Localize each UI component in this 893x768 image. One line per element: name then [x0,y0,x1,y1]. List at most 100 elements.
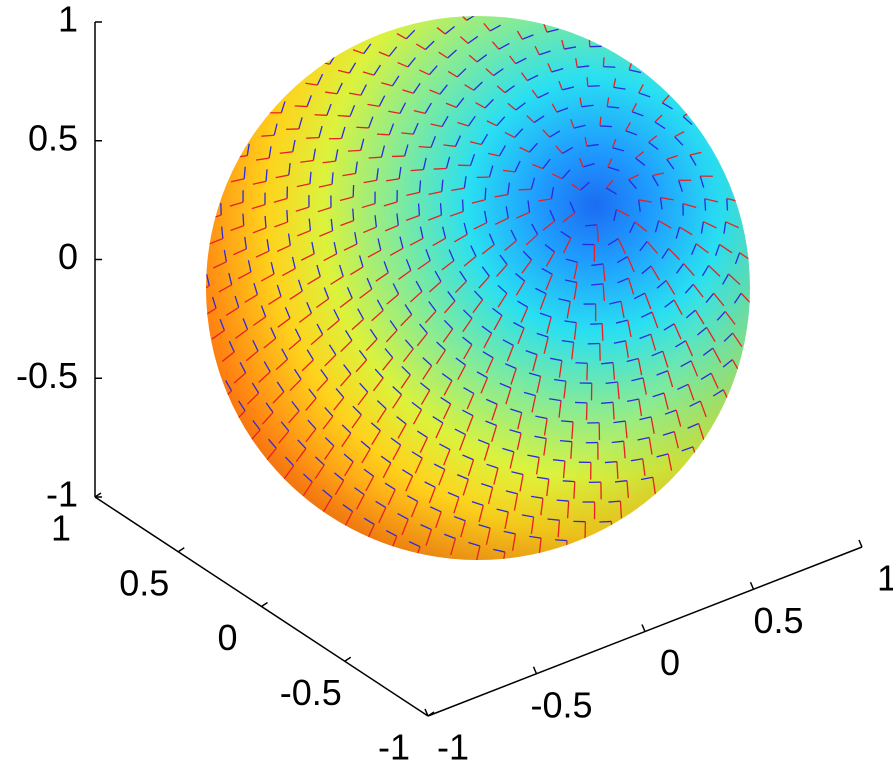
vector-blue [523,391,536,397]
vector-red [362,71,375,76]
vector-red [469,141,482,146]
vector-red [389,247,404,257]
vector-blue [297,439,307,450]
vector-blue [276,381,285,393]
vector-red [617,238,626,255]
vector-red [713,292,725,307]
vector-red [648,135,658,143]
vector-red [221,351,235,362]
vector-red [325,91,338,95]
vector-red [638,398,643,417]
vector-red [402,348,414,362]
vector-blue [293,368,302,380]
vector-red [525,233,539,246]
vector-red [689,151,702,156]
vector-red [673,323,682,340]
vector-blue [211,296,217,309]
vector-blue [360,84,367,96]
vector-red [516,30,523,40]
vector-red [428,191,442,196]
vector-red [682,202,697,208]
vector-blue [330,218,334,231]
vector-blue [617,277,629,284]
vector-blue [733,292,742,304]
vector-blue [544,244,555,253]
vector-blue [268,146,272,159]
vector-blue [223,249,228,262]
vector-red [493,315,503,331]
vector-red [272,391,285,404]
vector-red [435,349,446,365]
vector-blue [418,180,422,193]
vector-red [610,521,613,539]
vector-red [428,487,436,504]
vector-red [339,373,352,387]
vector-blue [476,371,488,379]
vector-blue [445,156,451,169]
vector-red [422,365,433,380]
vector-red [252,316,267,327]
vector-red [481,244,495,255]
vector-red [252,227,267,234]
vector-red [662,350,669,368]
vector-blue [530,177,536,190]
vector-red [491,41,500,50]
vector-red [229,201,244,207]
vector-blue [352,405,362,416]
vector-blue [699,175,705,188]
vector-blue [480,483,493,488]
vector-blue [447,491,460,498]
vector-red [534,45,540,56]
vector-blue [396,416,407,425]
vector-red [478,505,484,523]
vector-red [619,501,623,519]
x-tick-label: 0.5 [753,600,803,641]
vector-blue [614,480,628,483]
vector-blue [541,267,553,275]
vector-blue [328,344,337,356]
vector-blue [335,388,345,399]
vector-blue [349,105,356,117]
vector-red [612,402,615,420]
vector-blue [716,311,726,321]
vector-blue [651,175,659,187]
vector-red [616,461,619,479]
vector-blue [517,300,529,308]
vector-blue [419,226,424,239]
vector-red [273,197,288,203]
vector-red [573,322,577,340]
vector-blue [550,186,555,200]
vector-red [562,237,572,254]
vector-blue [322,489,333,498]
vector-red [378,507,387,524]
vector-blue [358,349,368,361]
vector-blue [637,199,641,212]
vector-red [451,187,465,191]
vector-red [483,443,490,461]
vector-blue [480,133,489,145]
vector-red [419,69,430,76]
vector-red [515,280,526,296]
vector-blue [488,165,494,178]
vector-blue [291,256,296,269]
vector-red [237,271,252,280]
vector-red [661,94,670,104]
vector-blue [366,277,373,290]
vector-blue [591,263,604,267]
vector-blue [292,139,296,152]
vector-blue [712,389,724,397]
vector-red [419,437,429,453]
x-tick-label: 0 [660,642,680,683]
vector-red [209,237,224,245]
vector-blue [515,273,526,282]
vector-blue [471,500,484,507]
vector-red [538,538,542,556]
vector-red [536,376,542,394]
vector-blue [360,440,371,450]
vector-blue [510,229,517,241]
vector-blue [656,453,669,458]
vector-red [294,105,308,108]
vector-blue [411,401,422,411]
vector-blue [509,429,522,434]
vector-blue [510,408,522,414]
